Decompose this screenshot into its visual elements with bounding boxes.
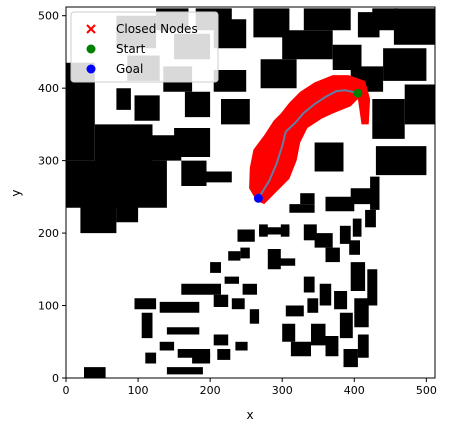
obstacle-building [282, 324, 295, 342]
x-tick-label: 100 [128, 384, 149, 397]
obstacle-building [289, 204, 314, 213]
obstacle-building [238, 230, 255, 242]
obstacle-building [340, 313, 353, 338]
obstacle-building [80, 204, 116, 233]
obstacle-building [394, 8, 435, 44]
start-point [353, 89, 362, 98]
obstacle-building [326, 197, 355, 212]
obstacle-building [340, 226, 351, 244]
obstacle-building [354, 298, 368, 327]
obstacle-building [344, 349, 358, 367]
y-tick-label: 400 [38, 82, 59, 95]
x-tick-label: 0 [63, 384, 70, 397]
obstacle-building [250, 309, 259, 324]
obstacle-building [235, 342, 247, 351]
legend-label: Goal [116, 62, 143, 76]
y-tick-label: 300 [38, 155, 59, 168]
obstacle-building [214, 335, 229, 346]
obstacle-building [228, 251, 240, 260]
obstacle-building [243, 284, 257, 295]
obstacle-building [349, 240, 360, 255]
legend: Closed Nodes Start Goal [71, 12, 218, 82]
obstacle-building [210, 262, 221, 273]
legend-marker-dot [87, 45, 96, 54]
obstacle-building [383, 48, 426, 81]
obstacle-building [145, 353, 156, 364]
x-tick-label: 500 [416, 384, 437, 397]
obstacle-building [353, 219, 362, 237]
obstacle-building [334, 291, 347, 309]
legend-marker-dot [87, 65, 96, 74]
obstacle-building [304, 277, 315, 293]
obstacle-building [282, 30, 333, 59]
obstacle-building [268, 249, 281, 269]
obstacle-building [217, 349, 230, 360]
goal-point [254, 194, 263, 203]
obstacle-building [261, 59, 297, 88]
y-tick-label: 0 [52, 372, 59, 385]
obstacle-building [326, 248, 340, 263]
legend-label: Closed Nodes [116, 22, 198, 36]
obstacle-building [281, 224, 290, 236]
obstacle-building [351, 262, 365, 291]
obstacle-building [365, 210, 376, 227]
obstacle-building [142, 168, 164, 193]
obstacle-building [405, 85, 435, 125]
obstacle-building [333, 45, 362, 70]
x-tick-label: 200 [200, 384, 221, 397]
obstacle-building [135, 95, 160, 120]
x-tick-label: 400 [344, 384, 365, 397]
obstacle-building [135, 298, 157, 309]
obstacle-building [84, 367, 106, 378]
obstacle-building [181, 284, 221, 295]
obstacle-building [372, 8, 397, 30]
y-tick-label: 100 [38, 300, 59, 313]
obstacle-building [116, 190, 138, 223]
obstacle-building [300, 193, 314, 204]
obstacle-building [142, 313, 153, 338]
obstacle-building [291, 342, 311, 357]
obstacle-building [286, 306, 304, 317]
x-tick-label: 300 [272, 384, 293, 397]
obstacle-building [376, 146, 427, 175]
obstacle-building [174, 128, 210, 157]
obstacle-building [315, 143, 344, 172]
obstacle-building [320, 284, 332, 306]
obstacle-building [232, 298, 245, 309]
y-axis-label: y [9, 189, 23, 196]
obstacle-building [95, 124, 153, 167]
obstacle-building [225, 277, 239, 284]
obstacle-building [192, 353, 210, 364]
obstacle-building [315, 233, 333, 248]
obstacle-building [367, 269, 377, 305]
obstacle-building [279, 258, 295, 265]
obstacle-building [221, 99, 250, 124]
y-tick-label: 200 [38, 227, 59, 240]
obstacle-building [214, 70, 247, 92]
x-axis-label: x [246, 408, 253, 422]
legend-label: Start [116, 42, 146, 56]
y-tick-label: 500 [38, 10, 59, 23]
obstacle-building [358, 335, 369, 358]
obstacle-building [214, 19, 247, 48]
obstacle-building [160, 342, 174, 351]
obstacle-building [372, 99, 404, 139]
obstacle-building [116, 88, 130, 110]
obstacle-building [259, 224, 268, 236]
obstacle-building [167, 367, 203, 374]
obstacle-building [240, 248, 249, 259]
obstacle-building [214, 295, 229, 307]
obstacle-building [370, 177, 379, 210]
obstacle-building [192, 172, 232, 183]
obstacle-building [311, 324, 326, 346]
obstacle-building [160, 302, 200, 313]
obstacle-building [304, 8, 351, 30]
obstacle-building [167, 327, 199, 334]
obstacle-building [326, 336, 339, 356]
obstacle-building [185, 92, 210, 117]
obstacle-building [307, 298, 318, 313]
